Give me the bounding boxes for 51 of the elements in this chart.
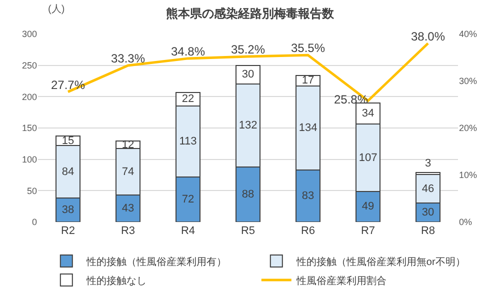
x-tick-label: R6 xyxy=(300,225,316,237)
x-tick-label: R5 xyxy=(240,225,256,237)
data-label: 88 xyxy=(242,188,254,200)
x-tick-label: R4 xyxy=(180,225,196,237)
data-label: 74 xyxy=(122,166,134,178)
data-label: 83 xyxy=(302,190,314,202)
y-tick-label: 250 xyxy=(22,60,37,70)
data-label: 46 xyxy=(422,182,434,195)
data-label: 132 xyxy=(238,119,258,132)
data-label: 43 xyxy=(122,202,134,215)
y-tick-label: 50 xyxy=(26,186,37,196)
x-tick-label: R2 xyxy=(60,225,76,237)
data-label: 30 xyxy=(242,68,254,81)
legend-label: 性的接触（性風俗産業利用有） xyxy=(85,256,226,268)
y2-tick-label: 0% xyxy=(459,217,472,228)
data-label: 34 xyxy=(362,108,374,120)
y-tick-label: 0 xyxy=(32,217,37,228)
y2-tick-label: 10% xyxy=(459,170,478,180)
data-label: 72 xyxy=(182,193,194,206)
data-label: 3 xyxy=(424,157,432,170)
data-label: 27.7% xyxy=(50,78,86,92)
y2-tick-label: 40% xyxy=(459,29,478,40)
data-label: 17 xyxy=(302,74,314,87)
x-tick-label: R8 xyxy=(420,225,436,237)
legend-label: 性的接触なし xyxy=(85,274,146,287)
y-axis-title: (人) xyxy=(48,4,65,15)
x-tick-label: R7 xyxy=(360,225,376,237)
y-tick-label: 300 xyxy=(22,29,37,40)
y-tick-label: 100 xyxy=(22,154,37,164)
data-label: 38 xyxy=(62,204,74,216)
data-label: 38.0% xyxy=(410,29,446,44)
data-label: 33.3% xyxy=(110,51,146,66)
y-tick-label: 200 xyxy=(22,92,37,102)
x-tick-label: R3 xyxy=(120,225,136,237)
y2-tick-label: 30% xyxy=(459,76,478,86)
data-label: 30 xyxy=(422,206,434,219)
data-label: 35.2% xyxy=(230,42,266,57)
chart-title: 熊本県の感染経路別梅毒報告数 xyxy=(166,6,335,21)
y-tick-label: 150 xyxy=(22,123,37,134)
data-label: 49 xyxy=(362,200,374,213)
data-label: 84 xyxy=(62,166,74,178)
data-label: 113 xyxy=(179,135,197,148)
data-label: 15 xyxy=(62,134,74,147)
data-label: 134 xyxy=(298,122,318,134)
data-label: 22 xyxy=(182,93,194,106)
data-label: 35.5% xyxy=(290,41,326,56)
data-label: 34.8% xyxy=(170,44,206,58)
data-label: 107 xyxy=(358,152,378,164)
y2-tick-label: 20% xyxy=(459,123,478,134)
legend-label: 性的接触（性風俗産業利用無or不明） xyxy=(295,256,466,268)
legend-label: 性風俗産業利用割合 xyxy=(295,274,386,287)
